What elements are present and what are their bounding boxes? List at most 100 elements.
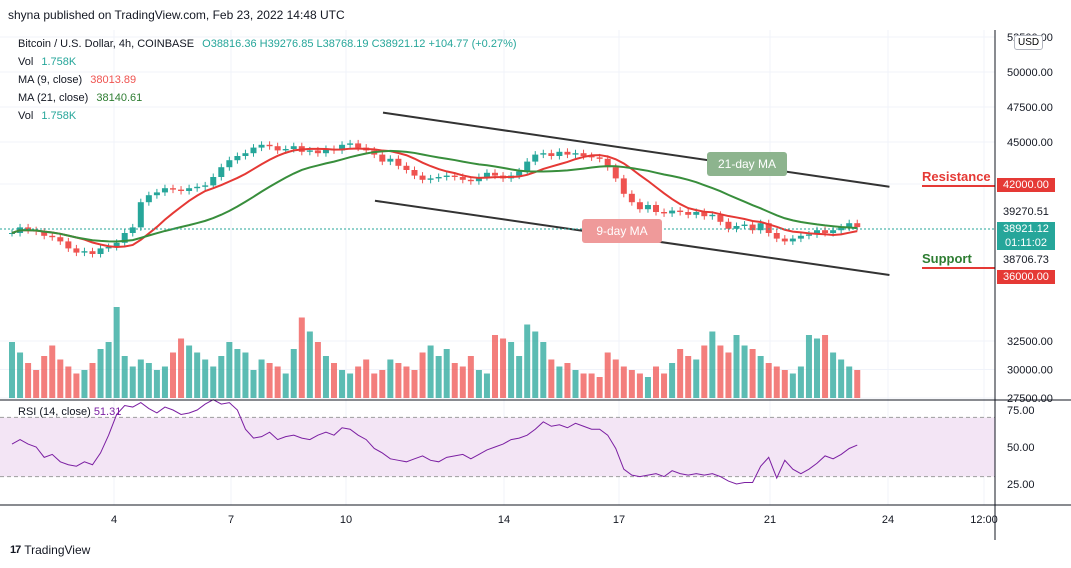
volume-bar xyxy=(403,366,410,398)
volume-bar xyxy=(564,363,571,398)
volume-bar xyxy=(250,370,257,398)
volume-bar xyxy=(242,352,249,398)
candle xyxy=(492,172,498,176)
candle xyxy=(773,233,780,239)
candle xyxy=(347,143,354,145)
low-price-tag: 38706.73 xyxy=(997,253,1055,267)
time-tick-label: 14 xyxy=(498,514,510,526)
publisher-line: shyna published on TradingView.com, Feb … xyxy=(8,8,345,22)
volume-bar xyxy=(467,356,474,398)
volume-bar xyxy=(97,349,104,398)
volume-bar xyxy=(443,349,450,398)
volume-bar xyxy=(411,370,418,398)
volume-bar xyxy=(210,366,217,398)
volume-bar xyxy=(290,349,297,398)
chart-area[interactable]: 21-day MA 9-day MA Resistance Support 27500… xyxy=(0,30,1071,540)
candle xyxy=(564,151,571,155)
svg-text:21-day MA: 21-day MA xyxy=(718,157,776,171)
candle xyxy=(677,210,684,212)
volume-bar xyxy=(226,342,233,398)
candle xyxy=(403,165,410,170)
volume-bar xyxy=(733,335,740,398)
price-tick-label: 30000.00 xyxy=(1007,365,1053,377)
price-tick-label: 32500.00 xyxy=(1007,336,1053,348)
candle xyxy=(830,230,837,233)
rsi-tick-label: 25.00 xyxy=(1007,479,1035,491)
volume-bar xyxy=(105,342,112,398)
ma9-line xyxy=(11,147,858,249)
volume-bar xyxy=(749,349,756,398)
candle xyxy=(194,186,201,189)
candle xyxy=(427,178,434,180)
volume-bar xyxy=(306,331,313,398)
candle xyxy=(322,149,329,154)
candle xyxy=(661,212,668,214)
candle xyxy=(137,202,144,228)
volume-label: Vol xyxy=(18,56,34,68)
candle xyxy=(822,230,829,233)
volume-bar xyxy=(588,373,595,398)
volume-bar xyxy=(556,366,563,398)
legend-ma9-row: MA (9, close) 38013.89 xyxy=(18,71,522,89)
volume-bar xyxy=(717,345,724,398)
volume-bar xyxy=(596,377,603,398)
volume-bar xyxy=(153,370,160,398)
ma9-value: 38013.89 xyxy=(90,74,137,86)
volume-bar xyxy=(846,366,853,398)
candle xyxy=(685,212,692,215)
candle xyxy=(97,248,104,254)
time-tick-label: 17 xyxy=(613,514,625,526)
candle xyxy=(459,177,466,180)
candle xyxy=(145,195,152,203)
volume-bar xyxy=(9,342,15,398)
tradingview-logo-icon: 17 xyxy=(10,544,21,556)
ma21-annotation: 21-day MA xyxy=(707,152,787,176)
candle xyxy=(202,185,209,187)
volume-bar xyxy=(419,352,426,398)
volume-bar xyxy=(121,356,128,398)
ma21-line xyxy=(11,149,858,243)
candle xyxy=(483,172,490,177)
channel-upper-line xyxy=(382,111,890,188)
volume-bar xyxy=(636,373,643,398)
volume-bar xyxy=(524,324,531,398)
volume-bar xyxy=(789,373,796,398)
currency-button[interactable]: USD xyxy=(1014,35,1044,50)
volume-bar xyxy=(540,342,547,398)
candle xyxy=(186,188,193,191)
volume-bar xyxy=(387,359,394,398)
volume-bar xyxy=(355,366,362,398)
candle xyxy=(741,224,748,226)
time-tick-label: 7 xyxy=(228,514,234,526)
volume-bar xyxy=(266,363,273,398)
volume-bar xyxy=(500,338,507,398)
candle xyxy=(419,175,426,180)
volume-bar xyxy=(435,356,442,398)
symbol-label: Bitcoin / U.S. Dollar, 4h, COINBASE xyxy=(18,38,195,50)
volume-bar xyxy=(838,359,845,398)
rsi-tick-label: 50.00 xyxy=(1007,442,1035,454)
candle xyxy=(73,248,80,253)
resistance-label: Resistance xyxy=(922,169,991,184)
volume-bar xyxy=(604,352,611,398)
candle xyxy=(467,179,474,182)
candle xyxy=(258,144,265,148)
legend-ma21-row: MA (21, close) 38140.61 xyxy=(18,89,522,107)
svg-text:9-day MA: 9-day MA xyxy=(596,224,647,238)
volume-bar xyxy=(661,373,668,398)
candle xyxy=(234,156,241,161)
candle xyxy=(797,235,804,239)
volume-bar xyxy=(65,366,72,398)
candle xyxy=(435,177,442,179)
volume-bar xyxy=(612,359,619,398)
volume-bar xyxy=(548,359,555,398)
candle xyxy=(620,178,627,194)
volume-bar xyxy=(331,363,337,398)
volume-bar xyxy=(113,307,120,398)
support-label: Support xyxy=(922,251,972,266)
candle xyxy=(443,175,450,177)
candle xyxy=(242,153,249,156)
candle xyxy=(475,177,482,182)
ohlc-values: O38816.36 H39276.85 L38768.19 C38921.12 … xyxy=(202,38,517,50)
volume-bar xyxy=(234,349,241,398)
